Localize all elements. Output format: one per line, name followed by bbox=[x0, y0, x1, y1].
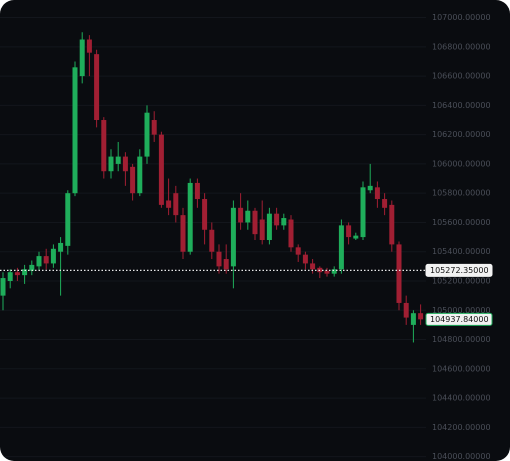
price-label: 105272.35000 bbox=[430, 266, 489, 275]
candle-body bbox=[396, 244, 402, 303]
y-tick-label: 106800.00000 bbox=[432, 42, 491, 51]
candle-body bbox=[115, 156, 121, 164]
candle-body bbox=[43, 256, 49, 264]
candle-body bbox=[230, 207, 236, 267]
candle-body bbox=[187, 182, 193, 252]
y-tick-label: 105400.00000 bbox=[432, 247, 491, 256]
candle-body bbox=[418, 313, 424, 320]
price-label-box bbox=[425, 312, 493, 326]
y-tick-label: 106000.00000 bbox=[432, 159, 491, 168]
candle-body bbox=[7, 272, 13, 281]
y-tick-label: 105200.00000 bbox=[432, 276, 491, 285]
candle-body bbox=[79, 39, 85, 77]
candle-body bbox=[245, 210, 251, 223]
candle-body bbox=[338, 225, 344, 270]
candle-body bbox=[166, 200, 172, 208]
candle-body bbox=[122, 156, 128, 172]
candle-body bbox=[86, 39, 92, 53]
candle-body bbox=[29, 264, 35, 271]
candle-body bbox=[310, 263, 316, 270]
candle-body bbox=[58, 242, 64, 252]
candle-body bbox=[144, 112, 150, 157]
candle-body bbox=[202, 199, 208, 230]
candle-body bbox=[389, 204, 395, 245]
candle-body bbox=[374, 187, 380, 200]
y-tick-label: 104600.00000 bbox=[432, 364, 491, 373]
candle-body bbox=[360, 187, 366, 238]
y-tick-label: 107000.00000 bbox=[432, 13, 491, 22]
candle-body bbox=[331, 269, 337, 274]
y-tick-label: 104400.00000 bbox=[432, 394, 491, 403]
candle-body bbox=[194, 182, 200, 200]
candle-body bbox=[137, 156, 143, 194]
candle-body bbox=[158, 134, 164, 205]
y-tick-label: 106400.00000 bbox=[432, 101, 491, 110]
price-label: 104937.84000 bbox=[430, 315, 489, 324]
candle-body bbox=[14, 272, 20, 276]
candle-body bbox=[346, 225, 352, 238]
y-tick-label: 105000.00000 bbox=[432, 306, 491, 315]
y-tick-label: 106200.00000 bbox=[432, 130, 491, 139]
y-tick-label: 104800.00000 bbox=[432, 335, 491, 344]
candle-body bbox=[324, 270, 330, 274]
candle-body bbox=[353, 235, 359, 239]
candle-body bbox=[281, 218, 287, 226]
candle-body bbox=[151, 120, 157, 135]
candle-body bbox=[36, 256, 42, 267]
candle-body bbox=[274, 213, 280, 226]
y-tick-label: 105800.00000 bbox=[432, 189, 491, 198]
y-tick-label: 105600.00000 bbox=[432, 218, 491, 227]
candle-body bbox=[50, 248, 56, 264]
candle-body bbox=[180, 215, 186, 252]
candle-body bbox=[288, 219, 294, 248]
candle-body bbox=[173, 193, 179, 216]
candle-body bbox=[130, 166, 136, 194]
candle-body bbox=[22, 269, 28, 276]
candle-body bbox=[65, 193, 71, 246]
candle-body bbox=[216, 251, 222, 267]
candle-body bbox=[382, 199, 388, 208]
price-label-box bbox=[425, 263, 493, 277]
candle-body bbox=[252, 210, 258, 235]
candle-body bbox=[223, 259, 229, 270]
candle-body bbox=[238, 207, 244, 223]
candle-body bbox=[410, 313, 416, 325]
candle-body bbox=[94, 54, 100, 121]
y-tick-label: 106600.00000 bbox=[432, 72, 491, 81]
candle-body bbox=[108, 156, 114, 172]
candle-body bbox=[367, 185, 373, 191]
candle-body bbox=[295, 247, 301, 255]
candle-body bbox=[101, 120, 107, 172]
candle-body bbox=[302, 254, 308, 264]
y-tick-label: 104000.00000 bbox=[432, 452, 491, 461]
candle-body bbox=[403, 302, 409, 318]
candle-body bbox=[72, 67, 78, 194]
candle-body bbox=[266, 213, 272, 241]
y-tick-label: 104200.00000 bbox=[432, 423, 491, 432]
candle-body bbox=[0, 278, 6, 296]
candle-body bbox=[259, 219, 265, 241]
candle-body bbox=[209, 229, 215, 252]
